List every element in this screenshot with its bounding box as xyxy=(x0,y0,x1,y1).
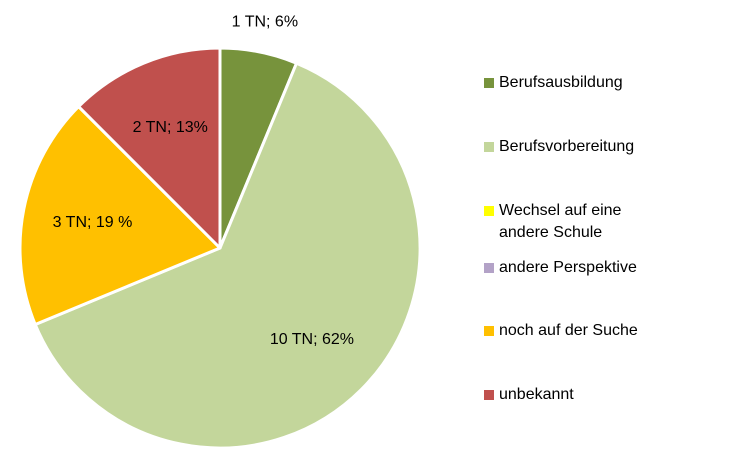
legend-label: Berufsausbildung xyxy=(499,74,623,91)
legend-label: unbekannt xyxy=(499,386,574,403)
legend-label: noch auf der Suche xyxy=(499,322,638,339)
legend-label: andere Perspektive xyxy=(499,259,637,276)
legend-item: unbekannt xyxy=(484,384,649,406)
legend-item: andere Perspektive xyxy=(484,257,649,279)
pie-slice xyxy=(77,46,222,250)
legend-swatch xyxy=(484,142,494,152)
data-label: 2 TN; 13% xyxy=(133,119,208,136)
legend-item: noch auf der Suche xyxy=(484,320,649,342)
legend-item: Wechsel auf eine andere Schule xyxy=(484,200,649,244)
legend-swatch xyxy=(484,390,494,400)
pie-slice xyxy=(33,61,422,450)
legend-swatch xyxy=(484,206,494,216)
legend-item: Berufsausbildung xyxy=(484,72,649,94)
data-label: 1 TN; 6% xyxy=(232,14,298,31)
pie-slice xyxy=(18,105,222,327)
legend-swatch xyxy=(484,326,494,336)
legend-item: Berufsvorbereitung xyxy=(484,136,649,158)
data-label: 3 TN; 19 % xyxy=(53,214,133,231)
legend-swatch xyxy=(484,78,494,88)
legend-label: Berufsvorbereitung xyxy=(499,138,635,155)
chart: 1 TN; 6% 10 TN; 62% 3 TN; 19 % 2 TN; 13% xyxy=(18,14,422,450)
legend-label: Wechsel auf eine andere Schule xyxy=(499,202,622,241)
legend-swatch xyxy=(484,263,494,273)
data-label: 10 TN; 62% xyxy=(270,331,354,348)
